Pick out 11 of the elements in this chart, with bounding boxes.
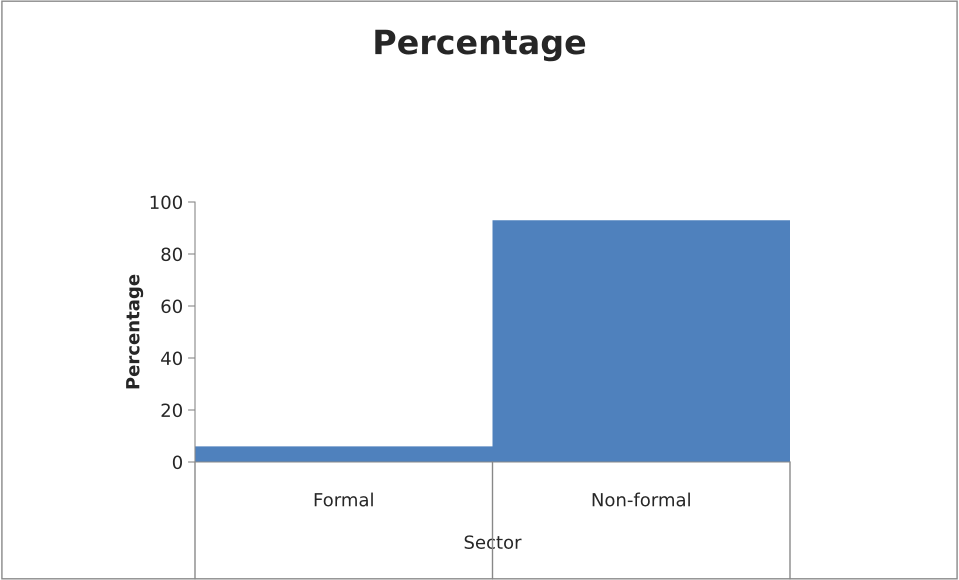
x-tick-label: Non-formal <box>592 492 690 507</box>
y-axis-title: Percentage <box>126 274 144 388</box>
x-tick-label: Formal <box>314 492 373 507</box>
y-tick-label: 60 <box>161 299 182 314</box>
x-axis-title: Sector <box>464 535 522 550</box>
chart-title: Percentage <box>375 30 586 62</box>
y-tick-label: 20 <box>162 403 182 418</box>
y-tick-label: 40 <box>161 351 182 366</box>
y-tick-label: 100 <box>150 195 182 210</box>
y-tick-label: 0 <box>172 455 182 470</box>
y-tick-label: 80 <box>161 247 182 262</box>
